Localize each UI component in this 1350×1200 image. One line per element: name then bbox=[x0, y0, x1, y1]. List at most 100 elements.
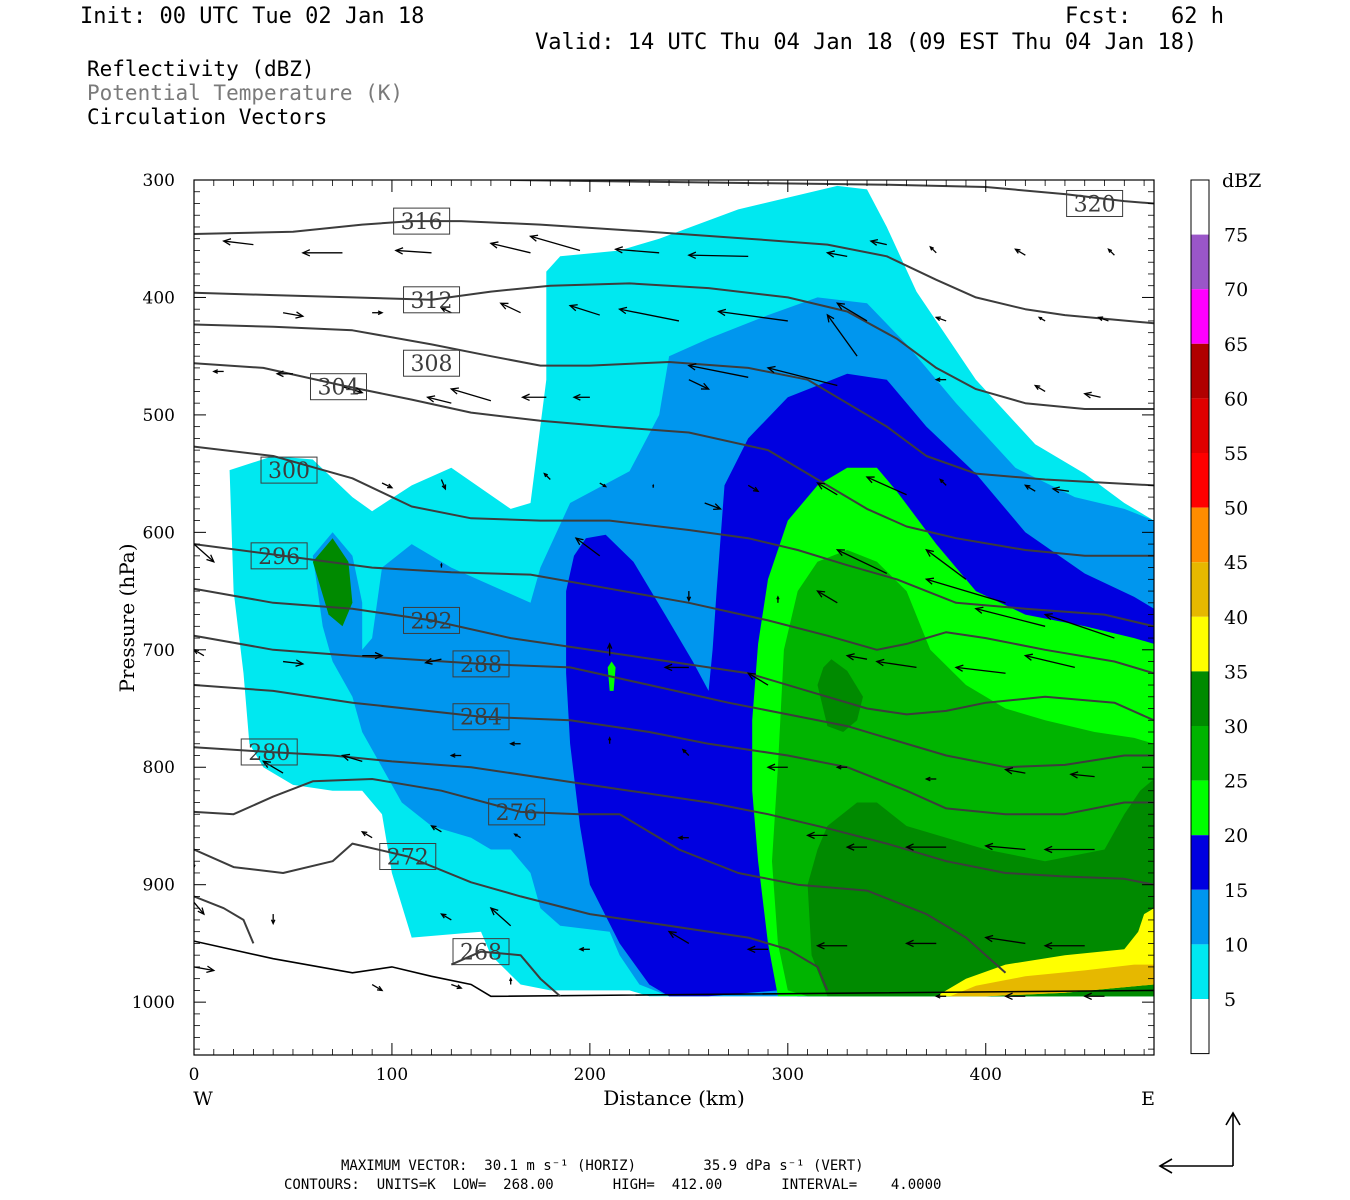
forecast-hour: Fcst: 62 h bbox=[1065, 4, 1224, 29]
y-tick-label-1000: 1000 bbox=[132, 993, 175, 1013]
reflectivity-region-30dbz-6 bbox=[817, 659, 863, 732]
circulation-vector-33 bbox=[826, 313, 858, 357]
circulation-vector-98 bbox=[904, 843, 947, 851]
colorbar-swatch-10 bbox=[1191, 726, 1209, 781]
circulation-vector-69 bbox=[663, 663, 689, 672]
terrain-line bbox=[194, 940, 1154, 998]
circulation-vector-68 bbox=[606, 642, 613, 656]
colorbar-swatch-7 bbox=[1191, 562, 1209, 617]
axes: 0 100 200 300 400 300 400 500 600 700 800 900 1000 bbox=[132, 171, 1154, 1085]
svg-text:320: 320 bbox=[1074, 192, 1116, 217]
circulation-vector-3 bbox=[489, 241, 531, 254]
field-label-reflectivity: Reflectivity (dBZ) bbox=[87, 57, 315, 81]
theta-contour-300-5 bbox=[194, 445, 1154, 628]
circulation-vector-8 bbox=[869, 238, 887, 246]
circulation-vector-43 bbox=[747, 484, 760, 493]
circulation-vector-34 bbox=[934, 377, 947, 383]
colorbar-level-30: 30 bbox=[1224, 716, 1248, 738]
circulation-vector-10 bbox=[1014, 248, 1026, 256]
circulation-vector-107 bbox=[667, 930, 690, 944]
circulation-vector-82 bbox=[681, 748, 690, 756]
y-tick-label-700: 700 bbox=[143, 641, 175, 661]
circulation-vector-23 bbox=[212, 369, 224, 374]
circulation-vector-97 bbox=[845, 843, 867, 851]
svg-text:288: 288 bbox=[460, 653, 502, 678]
colorbar-swatch-4 bbox=[1191, 398, 1209, 453]
circulation-vector-55 bbox=[686, 591, 692, 603]
circulation-vector-22 bbox=[1097, 316, 1109, 322]
x-tick-label-300: 300 bbox=[772, 1065, 804, 1085]
circulation-vector-9 bbox=[929, 245, 937, 254]
circulation-vector-104 bbox=[440, 913, 452, 921]
reflectivity-region-40dbz-9 bbox=[950, 964, 1154, 997]
circulation-vector-72 bbox=[875, 658, 917, 669]
circulation-vector-37 bbox=[543, 472, 551, 480]
init-time: Init: 00 UTC Tue 02 Jan 18 bbox=[80, 4, 425, 29]
theta-contour-268-14 bbox=[450, 950, 561, 998]
svg-text:296: 296 bbox=[258, 545, 300, 570]
theta-contour-304-4 bbox=[194, 362, 1154, 557]
y-tick-label-900: 900 bbox=[143, 876, 175, 896]
circulation-vector-89 bbox=[194, 861, 196, 869]
circulation-vector-39 bbox=[440, 479, 447, 491]
circulation-vector-21 bbox=[1037, 316, 1046, 322]
circulation-vector-121 bbox=[934, 993, 947, 999]
circulation-vector-14 bbox=[439, 307, 452, 314]
circulation-vector-18 bbox=[716, 308, 788, 322]
circulation-vector-38 bbox=[599, 482, 608, 488]
theta-label-304: 304 bbox=[309, 373, 367, 401]
circulation-vector-59 bbox=[925, 548, 967, 580]
circulation-vector-76 bbox=[184, 742, 194, 746]
y-tick-label-500: 500 bbox=[143, 406, 175, 426]
svg-text:316: 316 bbox=[401, 210, 443, 235]
plot-frame bbox=[193, 179, 1155, 1056]
circulation-vector-62 bbox=[1043, 613, 1115, 639]
circulation-vector-27 bbox=[426, 395, 452, 404]
colorbar-level-25: 25 bbox=[1224, 771, 1248, 793]
theta-contour-272-12 bbox=[194, 842, 829, 991]
reflectivity-fill bbox=[229, 185, 1154, 997]
theta-label-272: 272 bbox=[379, 843, 437, 871]
colorbar-level-10: 10 bbox=[1224, 934, 1248, 956]
theta-label-288: 288 bbox=[452, 650, 510, 678]
theta-contour-292-7 bbox=[194, 587, 1154, 722]
svg-text:268: 268 bbox=[460, 941, 502, 966]
colorbar-level-65: 65 bbox=[1224, 334, 1248, 356]
theta-label-296: 296 bbox=[250, 542, 308, 570]
valid-time: Valid: 14 UTC Thu 04 Jan 18 (09 EST Thu … bbox=[535, 30, 1198, 55]
circulation-vector-40 bbox=[381, 482, 394, 489]
circulation-vector-81 bbox=[608, 736, 612, 744]
y-tick-label-400: 400 bbox=[143, 288, 175, 308]
circulation-vector-85 bbox=[924, 776, 937, 782]
circulation-vector-47 bbox=[1023, 484, 1036, 492]
colorbar-level-5: 5 bbox=[1224, 989, 1236, 1011]
theta-label-316: 316 bbox=[393, 207, 451, 235]
circulation-vector-26 bbox=[449, 387, 492, 402]
circulation-vector-31 bbox=[687, 363, 749, 378]
circulation-vector-41 bbox=[652, 483, 655, 488]
theta-label-284: 284 bbox=[452, 703, 510, 731]
circulation-vector-106 bbox=[578, 946, 590, 952]
theta-label-312: 312 bbox=[403, 286, 461, 314]
circulation-vector-6 bbox=[687, 251, 749, 260]
svg-text:312: 312 bbox=[411, 289, 453, 314]
contour-info: CONTOURS: UNITS=K LOW= 268.00 HIGH= 412.… bbox=[284, 1177, 942, 1193]
circulation-vector-102 bbox=[270, 914, 276, 926]
circulation-vector-32 bbox=[766, 365, 838, 387]
circulation-vector-70 bbox=[746, 672, 769, 686]
colorbar-level-40: 40 bbox=[1224, 607, 1248, 629]
circulation-vector-105 bbox=[489, 907, 512, 927]
theta-contour-276-11 bbox=[194, 778, 1007, 974]
theta-contour-316-1 bbox=[194, 220, 1154, 325]
colorbar-level-50: 50 bbox=[1224, 498, 1248, 520]
circulation-vector-28 bbox=[520, 393, 547, 402]
circulation-vector-83 bbox=[766, 763, 788, 771]
y-tick-label-800: 800 bbox=[143, 758, 175, 778]
circulation-vector-46 bbox=[939, 478, 947, 486]
theta-label-300: 300 bbox=[260, 456, 318, 484]
colorbar: dBZ 75 70 65 60 55 50 45 40 35 30 25 20 15 10 5 bbox=[1190, 170, 1261, 1055]
circulation-vector-56 bbox=[776, 595, 780, 603]
circulation-vector-122 bbox=[1003, 992, 1026, 1001]
circulation-vector-87 bbox=[1069, 771, 1095, 779]
